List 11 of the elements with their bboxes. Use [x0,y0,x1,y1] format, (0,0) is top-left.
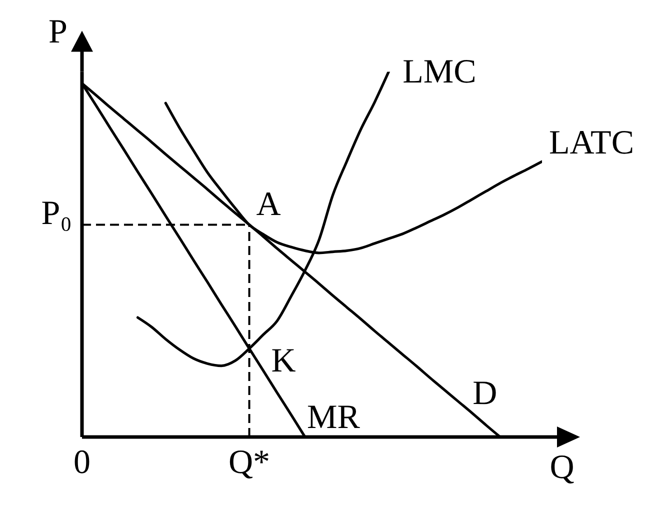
x-tick-label: 0 [74,444,90,481]
ref-line-label: P₀ [41,194,72,232]
series-label: D [472,375,498,412]
series-label: LMC [402,54,476,91]
annotation: K [271,342,296,380]
annotation: A [256,186,282,223]
x-axis-title: Q [550,449,574,486]
series-label: MR [307,399,360,436]
y-axis-title: P [48,14,68,51]
series-label: LATC [549,124,634,162]
x-tick-label: Q* [228,444,270,481]
